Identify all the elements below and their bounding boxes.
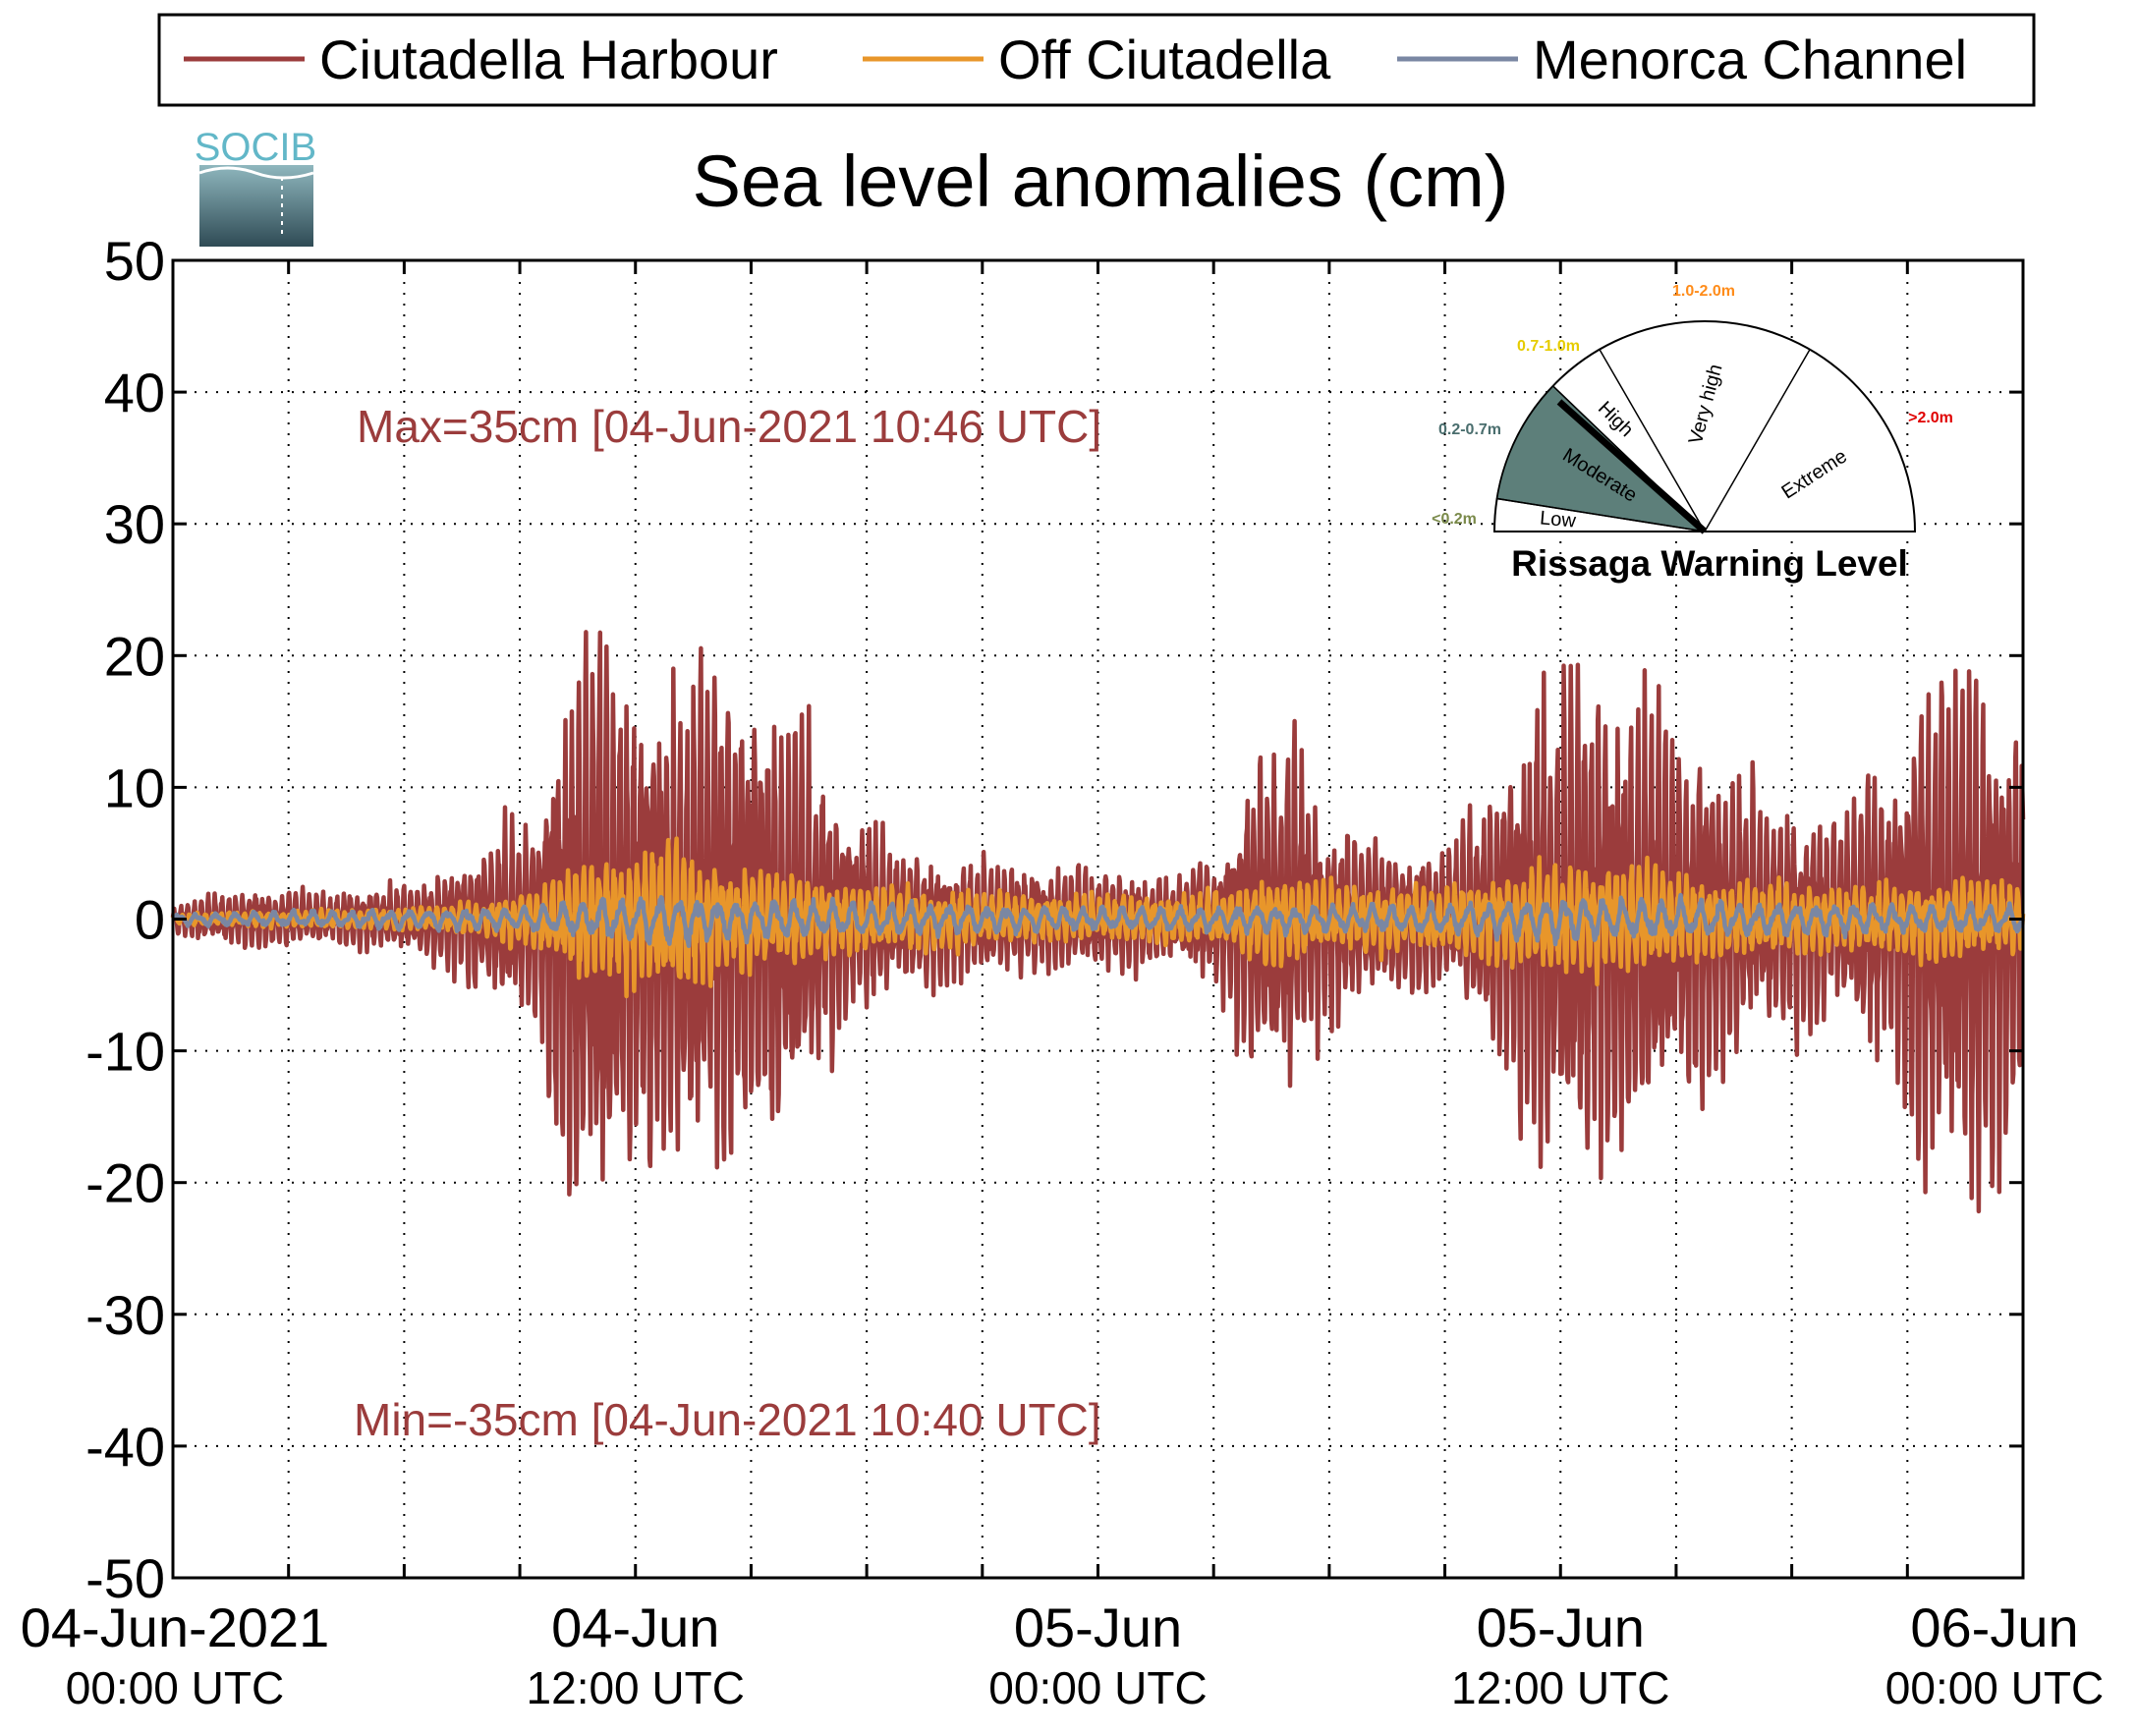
y-tick-label: -10	[85, 1021, 165, 1083]
gauge-label-low: Low	[1539, 507, 1577, 532]
socib-logo-wave	[198, 166, 314, 180]
x-tick-label-date: 04-Jun-2021	[21, 1596, 329, 1658]
y-tick-label: 0	[135, 889, 165, 951]
gauge-range-extreme: >2.0m	[1908, 410, 1953, 426]
y-tick-label: -50	[85, 1547, 165, 1609]
gauge-sector-moderate	[1495, 384, 1708, 533]
legend-box	[157, 13, 2036, 107]
x-tick-label-time: 00:00 UTC	[1885, 1662, 2104, 1713]
y-tick-label: 50	[104, 230, 165, 292]
x-tick-label-time: 12:00 UTC	[1451, 1662, 1669, 1713]
legend: Ciutadella Harbour Off Ciutadella Menorc…	[157, 13, 2036, 107]
gauge-needle	[1556, 399, 1708, 534]
y-tick-label: -40	[85, 1416, 165, 1478]
x-tick-label-time: 00:00 UTC	[988, 1662, 1207, 1713]
legend-label-menorca-channel: Menorca Channel	[1533, 28, 1967, 90]
y-tick-label: 30	[104, 493, 165, 555]
y-tick-label: -20	[85, 1152, 165, 1214]
socib-logo-text: SOCIB	[195, 126, 316, 169]
gauge-title: Rissaga Warning Level	[1511, 543, 1908, 584]
y-tick-labels: 50 40 30 20 10 0 -10 -20 -30 -40 -50	[85, 230, 165, 1609]
min-annotation: Min=-35cm [04-Jun-2021 10:40 UTC]	[354, 1394, 1101, 1445]
gauge-range-low: <0.2m	[1432, 511, 1477, 528]
gauge-range-high: 0.7-1.0m	[1517, 338, 1580, 355]
legend-label-ciutadella-harbour: Ciutadella Harbour	[319, 28, 778, 90]
y-tick-label: 40	[104, 362, 165, 423]
rissaga-warning-gauge: Low Moderate High Very high Extreme <0.2…	[1432, 283, 1953, 584]
series-layer	[170, 630, 2026, 1214]
y-tick-label: 10	[104, 756, 165, 818]
x-tick-label-time: 12:00 UTC	[527, 1662, 745, 1713]
x-tick-label-date: 06-Jun	[1910, 1596, 2078, 1658]
x-tick-label-date: 04-Jun	[551, 1596, 719, 1658]
socib-logo: SOCIB	[195, 126, 316, 247]
series-line-ciutadella-harbour	[170, 630, 2026, 1214]
gauge-range-very-high: 1.0-2.0m	[1672, 283, 1735, 300]
series-line-menorca-channel	[171, 892, 2026, 949]
gauge-divider-3	[1599, 349, 1706, 532]
gauge-range-moderate: 0.2-0.7m	[1438, 421, 1501, 438]
y-tick-label: -30	[85, 1284, 165, 1346]
y-tick-label: 20	[104, 625, 165, 687]
legend-label-off-ciutadella: Off Ciutadella	[998, 28, 1331, 90]
x-tick-label-date: 05-Jun	[1477, 1596, 1645, 1658]
max-annotation: Max=35cm [04-Jun-2021 10:46 UTC]	[357, 401, 1101, 452]
chart-title: Sea level anomalies (cm)	[693, 140, 1509, 222]
gauge-divider-1	[1496, 497, 1706, 532]
x-tick-label-time: 00:00 UTC	[66, 1662, 284, 1713]
axis-ticks	[171, 258, 2025, 1580]
x-tick-label-date: 05-Jun	[1014, 1596, 1182, 1658]
gauge-divider-4	[1704, 349, 1811, 532]
